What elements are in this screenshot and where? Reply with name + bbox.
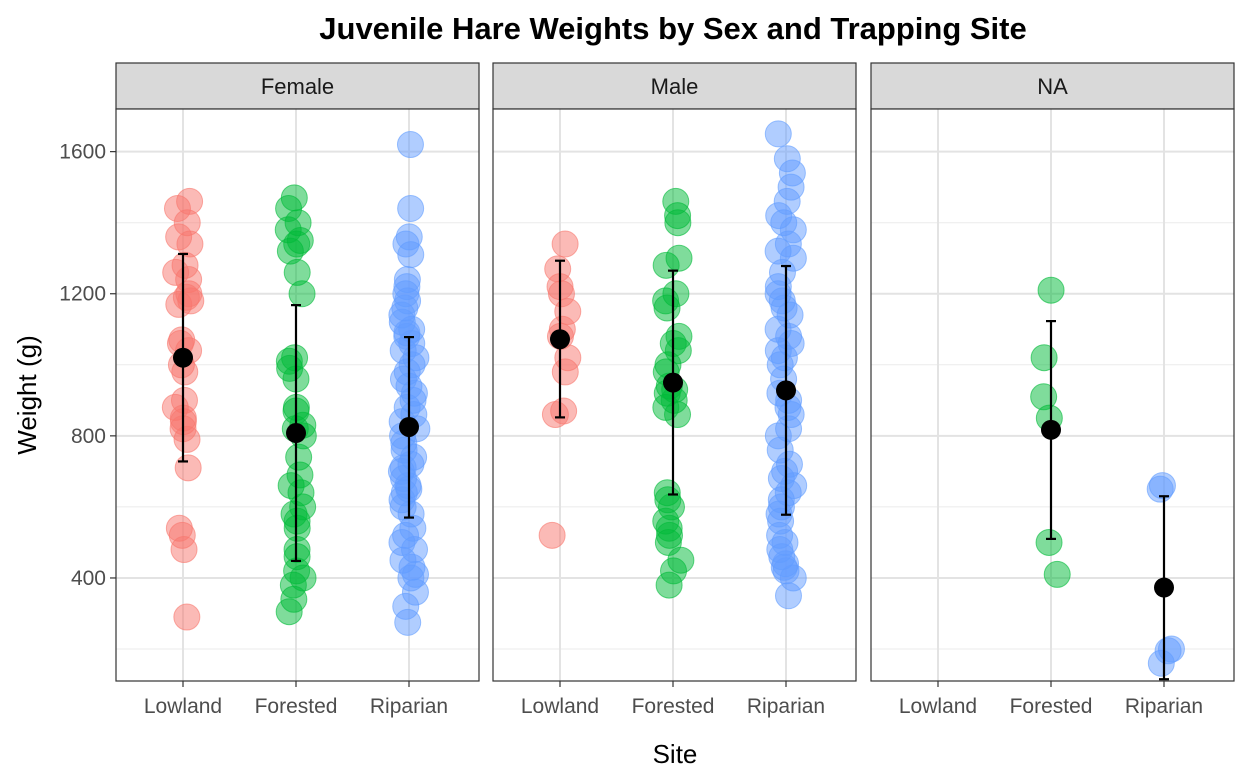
facet-strip-label: Female xyxy=(261,74,334,99)
x-tick-label: Lowland xyxy=(521,695,599,718)
data-point xyxy=(395,223,423,251)
panel-border xyxy=(870,108,1235,682)
x-tick-label: Forested xyxy=(632,695,715,718)
data-point xyxy=(662,187,690,215)
data-point xyxy=(665,244,693,272)
mean-point xyxy=(1154,577,1174,598)
data-point xyxy=(397,194,425,222)
data-point xyxy=(1030,344,1058,372)
mean-point xyxy=(399,416,419,437)
facet-strip-label: NA xyxy=(1037,74,1068,99)
facet-panel-female: Female Lowland Forested Riparian xyxy=(115,62,480,718)
x-axis-title: Site xyxy=(653,739,698,768)
data-point xyxy=(1030,383,1058,411)
mean-point xyxy=(1041,419,1061,440)
data-point xyxy=(165,514,193,542)
x-tick-label: Forested xyxy=(255,695,338,718)
x-tick-label: Riparian xyxy=(1125,695,1203,718)
data-point xyxy=(1043,560,1071,588)
mean-point xyxy=(286,423,306,444)
mean-point xyxy=(173,347,193,368)
data-point xyxy=(550,397,578,425)
x-tick-label: Riparian xyxy=(370,695,448,718)
facet-strip-label: Male xyxy=(651,74,699,99)
y-tick-label: 1200 xyxy=(59,283,106,306)
mean-point xyxy=(663,372,683,393)
data-point xyxy=(173,603,201,631)
data-point xyxy=(393,266,421,294)
data-point xyxy=(1157,635,1185,663)
x-tick-label: Riparian xyxy=(747,695,825,718)
y-axis: 400 800 1200 1600 xyxy=(59,141,116,590)
x-tick-label: Lowland xyxy=(899,695,977,718)
data-point xyxy=(176,187,204,215)
chart-title: Juvenile Hare Weights by Sex and Trappin… xyxy=(319,11,1026,46)
panel-border xyxy=(115,108,480,682)
data-point xyxy=(653,479,681,507)
facet-panels: Female Lowland Forested Riparian Male Lowland… xyxy=(59,62,1235,718)
facet-strip xyxy=(870,62,1235,110)
mean-point xyxy=(550,329,570,350)
x-tick-label: Lowland xyxy=(144,695,222,718)
data-point xyxy=(544,255,572,283)
y-tick-label: 800 xyxy=(71,425,106,448)
data-point xyxy=(662,280,690,308)
facet-panel-male: Male Lowland Forested Riparian xyxy=(492,62,857,718)
data-point xyxy=(538,521,566,549)
panel-border xyxy=(492,108,857,682)
facet-strip xyxy=(492,62,857,110)
data-point xyxy=(665,322,693,350)
facet-panel-na: NA Lowland Forested Riparian xyxy=(870,62,1235,718)
x-tick-label: Forested xyxy=(1010,695,1093,718)
data-point xyxy=(1037,276,1065,304)
data-point xyxy=(1035,528,1063,556)
facet-strip xyxy=(115,62,480,110)
y-tick-label: 400 xyxy=(71,567,106,590)
mean-point xyxy=(776,380,796,401)
y-tick-label: 1600 xyxy=(59,141,106,164)
data-point xyxy=(281,344,309,372)
data-point xyxy=(396,131,424,159)
data-point xyxy=(174,454,202,482)
y-axis-title: Weight (g) xyxy=(12,335,42,454)
data-point xyxy=(170,386,198,414)
data-point xyxy=(280,184,308,212)
data-point xyxy=(773,145,801,173)
data-point xyxy=(764,120,792,148)
data-point xyxy=(551,230,579,258)
data-point xyxy=(1148,472,1176,500)
